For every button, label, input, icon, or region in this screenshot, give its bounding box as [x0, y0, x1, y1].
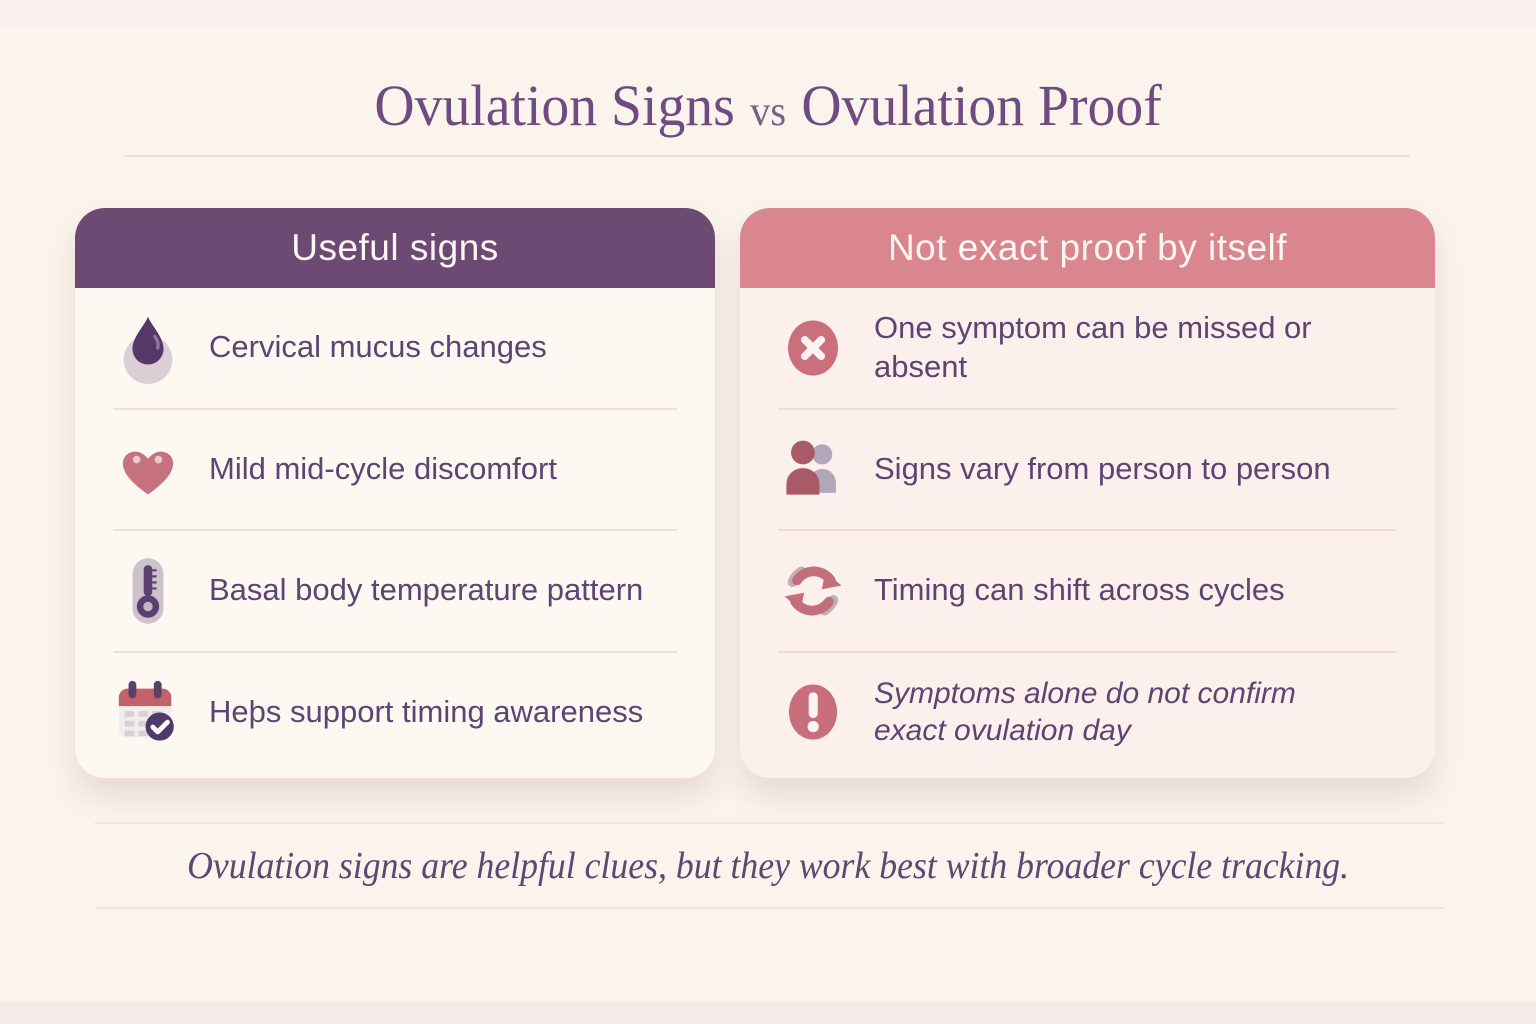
list-item-label: Signs vary from person to person: [874, 450, 1331, 486]
exclamation-circle-icon: [778, 679, 848, 745]
thermometer-icon: [113, 554, 183, 628]
list-item-label: Symptoms alone do not confirm exact ovul…: [874, 676, 1296, 748]
useful-signs-card: Useful signs Cervical mucus changes: [75, 208, 715, 778]
list-item: Timing can shift across cycles: [778, 529, 1397, 651]
list-item: One symptom can be missed or absent: [778, 288, 1397, 408]
not-exact-proof-card: Not exact proof by itself One symptom ca…: [740, 208, 1435, 778]
droplet-icon: [113, 311, 183, 385]
title-divider: [125, 155, 1410, 157]
list-item: Mild mid-cycle discomfort: [113, 407, 677, 530]
not-exact-proof-body: One symptom can be missed or absent Sign…: [740, 288, 1435, 778]
calendar-check-icon: [113, 677, 183, 747]
title-part-proof: Ovulation Proof: [801, 73, 1162, 138]
list-item-label: Heþs support timing awareness: [209, 693, 644, 729]
list-item-label: One symptom can be missed or absent: [874, 310, 1312, 384]
title-part-signs: Ovulation Signs: [374, 73, 735, 138]
list-item-label: Basal body temperature pattern: [209, 572, 644, 608]
footer-divider-top: [95, 822, 1443, 824]
list-item-label: Timing can shift across cycles: [874, 572, 1285, 608]
bottom-border-strip: [0, 1002, 1536, 1024]
list-item: Cervical mucus changes: [113, 288, 677, 408]
x-circle-icon: [778, 315, 848, 381]
footer-note: Ovulation signs are helpful clues, but t…: [186, 845, 1350, 887]
title-vs: vs: [750, 89, 786, 135]
cycle-arrows-icon: [778, 559, 848, 623]
heart-icon: [113, 435, 183, 503]
list-item-label: Mild mid-cycle discomfort: [209, 450, 557, 486]
list-item: Basal body temperature pattern: [113, 529, 677, 651]
not-exact-proof-header: Not exact proof by itself: [740, 208, 1435, 288]
useful-signs-body: Cervical mucus changes Mild mid-cycle di…: [75, 288, 715, 778]
list-item: Symptoms alone do not confirm exact ovul…: [778, 650, 1397, 773]
list-item: Signs vary from person to person: [778, 407, 1397, 530]
footer-divider-bottom: [95, 907, 1443, 909]
list-item: Heþs support timing awareness: [113, 650, 677, 773]
list-item-label: Cervical mucus changes: [209, 329, 547, 365]
useful-signs-header: Useful signs: [75, 208, 715, 288]
people-icon: [778, 436, 848, 502]
page-title: Ovulation Signs vs Ovulation Proof: [0, 72, 1536, 139]
top-border-strip: [0, 0, 1536, 26]
